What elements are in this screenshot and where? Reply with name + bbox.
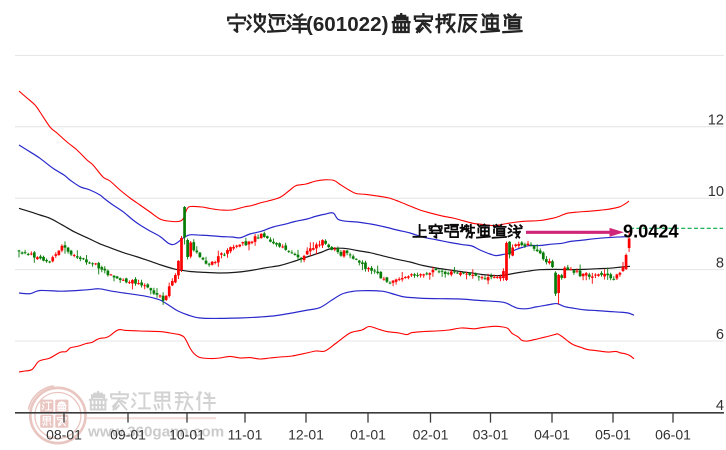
svg-text:9.0424: 9.0424 [623,222,680,242]
svg-text:05-01: 05-01 [595,427,631,443]
svg-text:06-01: 06-01 [655,427,691,443]
svg-text:www.360gann.com: www.360gann.com [87,424,224,441]
svg-text:4: 4 [716,398,724,414]
svg-text:12: 12 [708,113,724,129]
svg-text:09-01: 09-01 [110,427,146,443]
svg-text:(601022): (601022) [306,13,388,36]
svg-text:01-01: 01-01 [350,427,386,443]
svg-text:03-01: 03-01 [473,427,509,443]
svg-text:10-01: 10-01 [169,427,205,443]
svg-text:8: 8 [716,255,724,271]
svg-text:12-01: 12-01 [288,427,324,443]
svg-text:6: 6 [716,327,724,343]
svg-text:10: 10 [708,184,724,200]
svg-text:02-01: 02-01 [413,427,449,443]
svg-text:11-01: 11-01 [228,427,263,443]
svg-text:04-01: 04-01 [534,427,570,443]
svg-text:08-01: 08-01 [46,427,82,443]
